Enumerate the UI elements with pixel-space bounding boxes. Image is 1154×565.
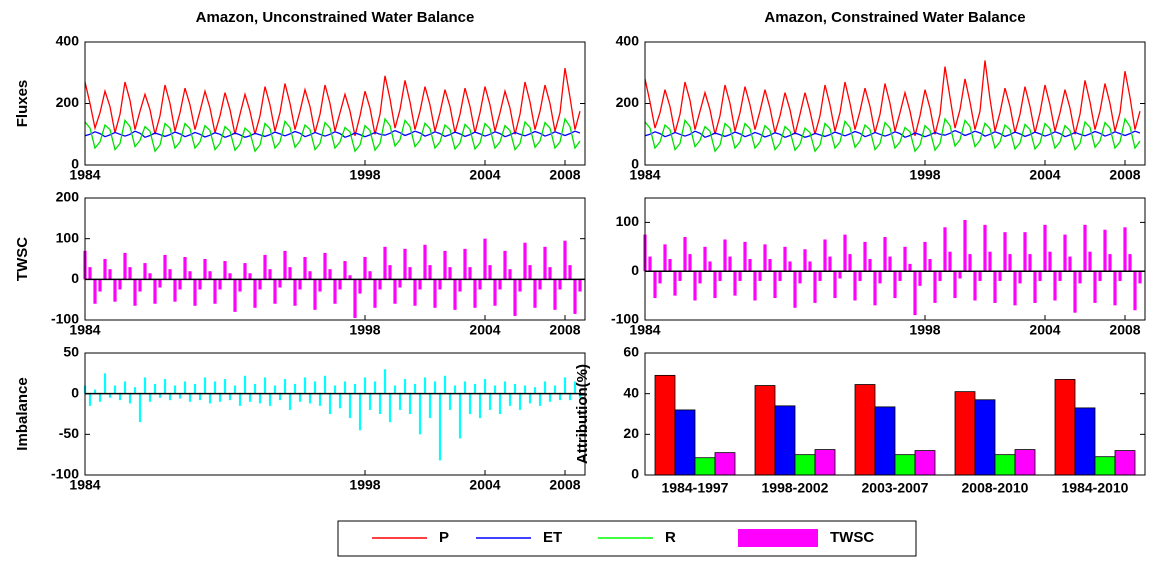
y-tick-label: -100 (51, 311, 79, 327)
y-tick-label: 200 (56, 189, 80, 205)
y-axis-label: TWSC (14, 237, 31, 281)
y-tick-label: 20 (623, 425, 639, 441)
x-tick-label: 1998 (909, 167, 940, 183)
y-tick-label: 0 (71, 270, 79, 286)
bar (674, 409, 696, 476)
x-tick-label: 2008 (549, 167, 580, 183)
y-tick-label: 100 (616, 213, 640, 229)
plot-frame (644, 197, 1146, 321)
y-tick-label: 400 (616, 33, 640, 49)
y-tick-label: -100 (51, 466, 79, 482)
line-series (84, 129, 581, 139)
y-tick-label: 100 (56, 229, 80, 245)
plot-frame (84, 197, 586, 321)
bar (1014, 449, 1036, 476)
bar (994, 454, 1016, 476)
y-tick-label: 200 (616, 94, 640, 110)
y-tick-label: -50 (59, 425, 79, 441)
y-tick-label: 0 (631, 262, 639, 278)
bar (694, 457, 716, 476)
x-tick-label: 1984-2010 (1062, 480, 1129, 496)
x-tick-label: 1998 (349, 322, 380, 338)
y-tick-label: 40 (623, 384, 639, 400)
plot-frame (644, 41, 1146, 166)
y-axis-label: Fluxes (14, 80, 31, 128)
legend-label: R (665, 529, 676, 546)
x-tick-label: 1984 (629, 167, 660, 183)
bar (954, 391, 976, 476)
legend-label: TWSC (830, 529, 874, 546)
chart-title: Amazon, Unconstrained Water Balance (196, 9, 475, 26)
line-series (644, 60, 1141, 136)
x-tick-label: 2008 (549, 477, 580, 493)
y-tick-label: 400 (56, 33, 80, 49)
bar (774, 405, 796, 476)
y-tick-label: 200 (56, 94, 80, 110)
y-tick-label: -100 (611, 311, 639, 327)
x-tick-label: 1984 (69, 477, 100, 493)
x-tick-label: 2004 (469, 322, 500, 338)
bar (1054, 379, 1076, 476)
x-tick-label: 2004 (1029, 322, 1060, 338)
legend-label: ET (543, 529, 562, 546)
x-tick-label: 2008 (549, 322, 580, 338)
x-tick-label: 1998-2002 (762, 480, 829, 496)
x-tick-label: 2003-2007 (862, 480, 929, 496)
y-tick-label: 0 (631, 156, 639, 172)
bar (714, 452, 736, 476)
y-tick-label: 50 (63, 344, 79, 360)
bar (914, 450, 936, 476)
plot-frame (84, 352, 586, 476)
bar (854, 384, 876, 476)
x-tick-label: 1998 (909, 322, 940, 338)
plot-frame (644, 352, 1146, 476)
chart-title: Amazon, Constrained Water Balance (764, 9, 1025, 26)
bar (874, 406, 896, 476)
x-tick-label: 1998 (349, 477, 380, 493)
bar (974, 399, 996, 476)
x-tick-label: 1984 (69, 167, 100, 183)
legend-patch (738, 529, 818, 547)
bar (1094, 456, 1116, 476)
bar (1074, 407, 1096, 476)
x-tick-label: 2004 (1029, 167, 1060, 183)
legend-label: P (439, 529, 449, 546)
x-tick-label: 2008 (1109, 167, 1140, 183)
line-series (644, 129, 1141, 139)
line-series (644, 117, 1141, 153)
x-tick-label: 1984-1997 (662, 480, 729, 496)
x-tick-label: 1998 (349, 167, 380, 183)
x-tick-label: 2004 (469, 477, 500, 493)
x-tick-label: 2008 (1109, 322, 1140, 338)
y-axis-label: Imbalance (14, 377, 31, 450)
y-tick-label: 0 (631, 466, 639, 482)
x-tick-label: 2004 (469, 167, 500, 183)
y-tick-label: 0 (71, 156, 79, 172)
x-tick-label: 2008-2010 (962, 480, 1029, 496)
bar (654, 374, 676, 476)
bar (1114, 450, 1136, 476)
bar (754, 385, 776, 476)
y-axis-label: Attribution(%) (574, 364, 591, 464)
bar (814, 449, 836, 476)
line-series (84, 67, 581, 136)
y-tick-label: 0 (71, 384, 79, 400)
bar (894, 454, 916, 476)
y-tick-label: 60 (623, 344, 639, 360)
line-series (84, 117, 581, 153)
bar (794, 454, 816, 476)
x-tick-label: 1984 (69, 322, 100, 338)
plot-frame (84, 41, 586, 166)
x-tick-label: 1984 (629, 322, 660, 338)
